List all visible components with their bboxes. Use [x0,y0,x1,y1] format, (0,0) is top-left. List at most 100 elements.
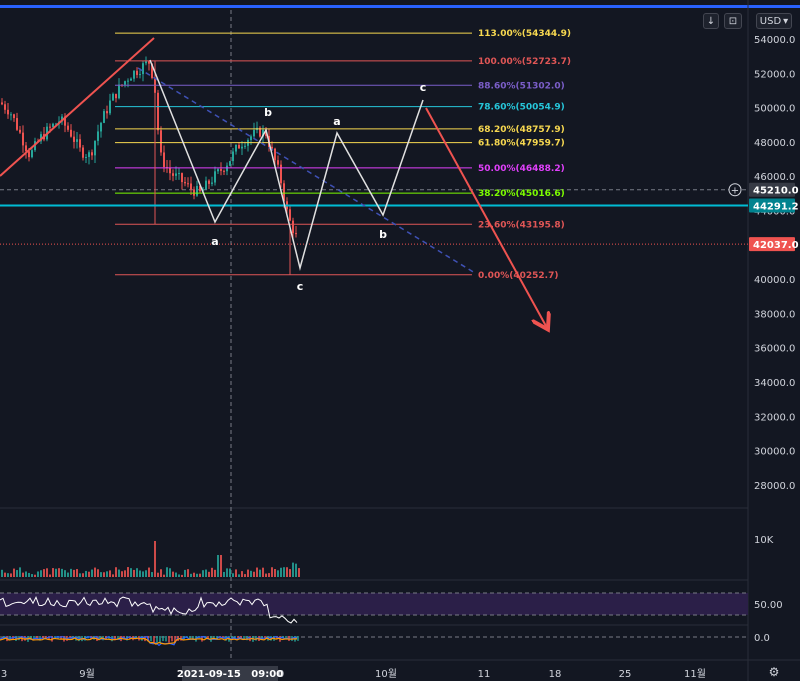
line-price-tag-bg [749,198,795,213]
volume-bar-30 [91,569,93,577]
volume-bar-51 [154,541,156,577]
price-tick-0: 54000.0 [754,35,795,46]
volume-bar-10 [31,574,33,577]
volume-bar-8 [25,571,27,577]
candle-body-43 [127,80,129,82]
macd-hist-94 [282,636,284,639]
candle-body-36 [106,111,108,114]
fib-level-label-7: 38.20%(45016.6) [478,189,565,199]
volume-bar-53 [160,569,162,577]
volume-bar-82 [247,569,249,577]
candle-body-80 [238,144,240,149]
time-tick-2: 0 [278,669,284,680]
candle-body-4 [10,114,12,116]
compare-button[interactable]: ⊡ [724,13,742,29]
volume-bar-25 [76,569,78,577]
volume-bar-47 [142,571,144,577]
fib-level-label-8: 23.60%(43195.8) [478,220,565,230]
price-tick-8: 38000.0 [754,309,795,320]
download-button[interactable]: ↓ [703,13,719,29]
volume-bar-32 [97,569,99,577]
volume-bar-81 [244,574,246,577]
volume-bar-39 [118,569,120,577]
candle-body-37 [109,100,111,114]
fib-level-label-0: 113.00%(54344.9) [478,29,571,39]
volume-bar-63 [190,573,192,577]
candle-body-31 [91,152,93,156]
volume-bar-1 [4,572,6,577]
macd-hist-55 [165,636,167,642]
macd-pane [0,635,748,647]
volume-bar-61 [184,569,186,577]
candle-body-33 [97,131,99,141]
time-tick-0: 3 [1,669,7,680]
candle-body-75 [223,170,225,172]
candle-body-18 [52,123,54,127]
last-price-tag: 42037.0 [753,240,799,251]
price-tick-10: 34000.0 [754,378,795,389]
wave-label-3: a [333,115,340,128]
volume-bar-6 [19,567,21,577]
descending-trend-line[interactable] [137,67,476,274]
trend-line-up[interactable] [0,37,155,177]
candle-body-44 [130,78,132,81]
candle-body-50 [148,61,150,64]
projection-arrow[interactable] [425,107,546,326]
volume-bar-27 [82,573,84,577]
candle-body-47 [139,74,141,76]
volume-bar-22 [67,572,69,577]
volume-bar-96 [289,569,291,577]
candle-body-1 [1,102,3,105]
abc-wave-path[interactable] [149,59,424,271]
crosshair-time-tag: 2021-09-15 09:00 [177,669,283,680]
volume-bar-64 [193,572,195,577]
plus-icon: + [731,186,739,197]
wave-drawings[interactable]: a b c a b c [0,37,748,326]
last-price-tag-bg [749,237,795,252]
volume-bar-84 [253,571,255,577]
volume-bar-13 [40,570,42,577]
candle-body-64 [190,183,192,190]
macd-hist-80 [240,636,242,639]
candle-body-5 [13,114,15,119]
candle-body-38 [112,93,114,101]
fibonacci-retracement[interactable]: 113.00%(54344.9) 100.00%(52723.7) 88.60%(5… [115,29,571,281]
wave-label-4: b [379,228,387,241]
candle-body-69 [205,180,207,190]
volume-bar-44 [133,569,135,577]
candle-body-27 [79,139,81,148]
candle-body-78 [232,151,234,162]
candle-body-10 [28,151,30,158]
volume-bar-70 [211,567,213,577]
candle-body-39 [115,93,117,99]
volume-bar-60 [181,574,183,577]
candle-body-24 [70,129,72,137]
volume-bar-29 [88,571,90,577]
volume-bar-52 [157,572,159,577]
crosshair-price-tag: 45210.0 [753,186,799,197]
candle-body-46 [136,70,138,75]
candle-body-55 [163,152,165,168]
volume-bar-24 [73,569,75,577]
time-tick-1: 9월 [79,668,95,680]
currency-dropdown[interactable]: USD ▾ [756,13,792,29]
volume-bar-23 [70,568,72,577]
time-tick-5: 18 [549,669,562,680]
volume-bar-86 [259,569,261,577]
candle-body-48 [142,63,144,75]
candle-body-76 [226,165,228,172]
volume-bar-56 [169,568,171,577]
price-tick-13: 28000.0 [754,481,795,492]
volume-bar-46 [139,570,141,577]
candle-body-59 [175,173,177,176]
volume-bar-89 [268,573,270,577]
candle-body-7 [19,129,21,133]
volume-bar-93 [280,567,282,577]
fib-level-label-5: 61.80%(47959.7) [478,139,565,149]
volume-bar-79 [238,574,240,577]
macd-hist-57 [171,636,173,642]
chart-settings-button[interactable]: ⚙ [766,665,782,679]
candle-body-35 [103,111,105,123]
macd-hist-79 [237,636,239,639]
